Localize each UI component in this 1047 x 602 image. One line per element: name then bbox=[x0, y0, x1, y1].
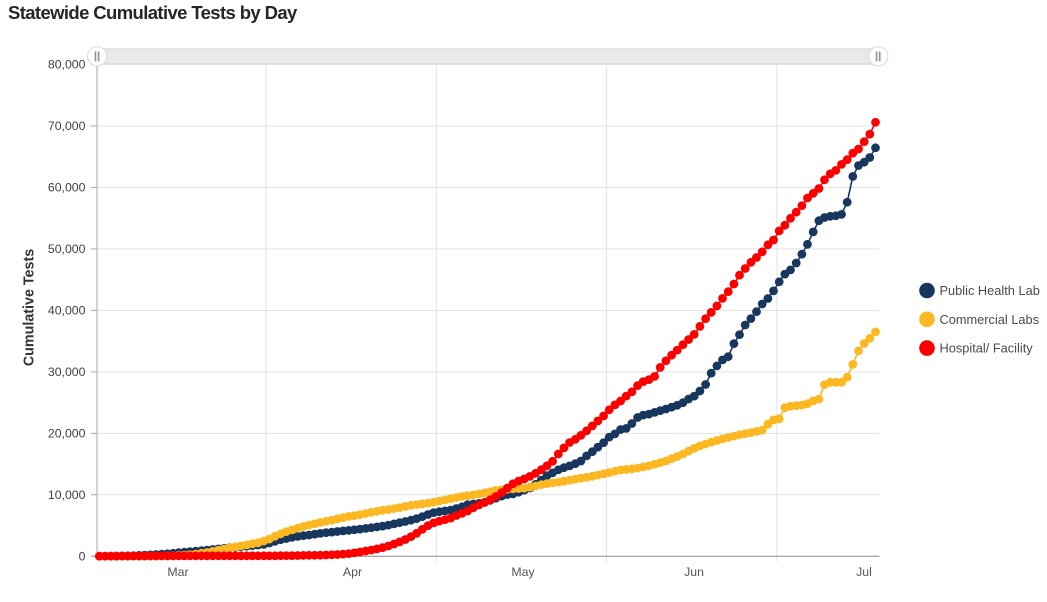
svg-text:Mar: Mar bbox=[167, 565, 188, 579]
svg-text:10,000: 10,000 bbox=[48, 488, 86, 502]
svg-text:20,000: 20,000 bbox=[48, 426, 86, 440]
svg-text:Statewide Cumulative Tests by: Statewide Cumulative Tests by Day bbox=[8, 2, 298, 23]
svg-text:80,000: 80,000 bbox=[48, 58, 86, 72]
svg-text:May: May bbox=[511, 565, 535, 579]
svg-text:40,000: 40,000 bbox=[48, 303, 86, 317]
svg-text:Hospital/ Facility: Hospital/ Facility bbox=[940, 341, 1034, 356]
svg-text:Public Health Lab: Public Health Lab bbox=[940, 283, 1040, 298]
svg-text:Cumulative Tests: Cumulative Tests bbox=[22, 249, 38, 366]
svg-text:Jun: Jun bbox=[684, 565, 704, 579]
svg-text:0: 0 bbox=[79, 549, 86, 563]
svg-text:50,000: 50,000 bbox=[48, 242, 86, 256]
svg-text:60,000: 60,000 bbox=[48, 181, 86, 195]
svg-text:Commercial Labs: Commercial Labs bbox=[940, 312, 1040, 327]
svg-text:30,000: 30,000 bbox=[48, 365, 86, 379]
svg-text:70,000: 70,000 bbox=[48, 119, 86, 133]
svg-text:Jul: Jul bbox=[856, 565, 872, 579]
svg-text:Apr: Apr bbox=[343, 565, 362, 579]
